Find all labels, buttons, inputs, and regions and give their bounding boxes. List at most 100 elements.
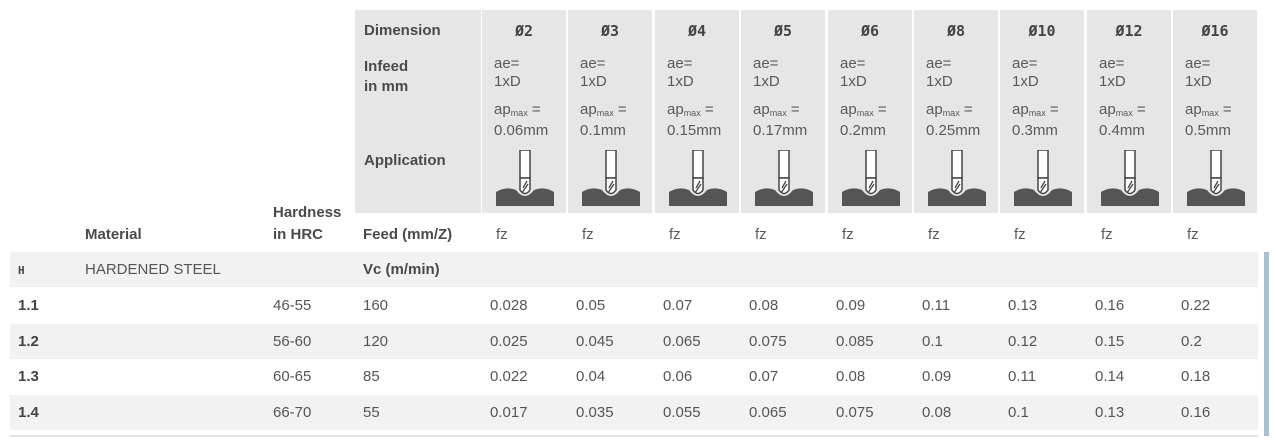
feed-value: 0.04 [576, 368, 606, 385]
ap-max-value: apmax = 0.5mm [1185, 101, 1232, 139]
row-vc: 160 [363, 297, 389, 314]
ap-max-value: apmax = 0.15mm [667, 101, 722, 139]
fz-label: fz [669, 226, 681, 243]
feed-value: 0.11 [1008, 368, 1037, 385]
ae-value: ae= 1xD [494, 55, 521, 90]
feed-value: 0.017 [490, 403, 528, 421]
scrollbar[interactable] [1264, 252, 1269, 436]
dimension-value: Ø6 [860, 22, 880, 40]
dimension-label: Dimension [364, 22, 441, 39]
ap-max-value: apmax = 0.1mm [580, 101, 627, 139]
feed-value: 0.1 [922, 332, 943, 350]
column-header: Ø3 ae= 1xD apmax = 0.1mm [568, 10, 652, 213]
infeed-label-unit: in mm [364, 78, 409, 95]
feed-value: 0.07 [749, 368, 779, 385]
feed-value: 0.15 [1095, 332, 1125, 350]
feed-value: 0.09 [922, 368, 952, 385]
fz-label: fz [496, 226, 508, 243]
fz-label: fz [1187, 226, 1199, 243]
application-label: Application [364, 152, 446, 169]
ae-value: ae= 1xD [1099, 55, 1126, 90]
fz-label: fz [1101, 226, 1113, 243]
header-label-bg [355, 10, 481, 213]
fz-label: fz [755, 226, 767, 243]
row-hardness: 66-70 [273, 403, 312, 421]
ap-max-value: apmax = 0.25mm [926, 101, 981, 139]
feed-value: 0.085 [836, 332, 874, 350]
feed-value: 0.028 [490, 297, 528, 314]
feed-value: 0.13 [1008, 297, 1038, 314]
column-header: Ø6 ae= 1xD apmax = 0.2mm [828, 10, 912, 213]
group-code: H [18, 264, 25, 277]
ae-value: ae= 1xD [926, 55, 953, 90]
table-row: 1.2 56-60 120 0.025 0.045 0.065 0.075 0.085 0.… [10, 323, 1258, 359]
table-bottom-divider [10, 435, 1258, 437]
hardness-header-unit: in HRC [273, 226, 323, 243]
ae-value: ae= 1xD [840, 55, 867, 90]
feed-value: 0.22 [1181, 297, 1211, 314]
ap-max-value: apmax = 0.17mm [753, 101, 808, 139]
feed-value: 0.065 [749, 403, 787, 421]
table-row: 1.4 66-70 55 0.017 0.035 0.055 0.065 0.075 0.0… [10, 394, 1258, 430]
feed-value: 0.07 [663, 297, 693, 314]
ap-max-value: apmax = 0.3mm [1012, 101, 1059, 139]
feed-value: 0.055 [663, 403, 701, 421]
dimension-value: Ø8 [946, 22, 966, 40]
row-vc: 120 [363, 332, 389, 350]
feed-value: 0.18 [1181, 368, 1211, 385]
dimension-value: Ø4 [687, 22, 707, 40]
ae-value: ae= 1xD [1012, 55, 1039, 90]
fz-label: fz [1014, 226, 1026, 243]
feed-value: 0.16 [1095, 297, 1125, 314]
dimension-value: Ø5 [773, 22, 793, 40]
vc-label: Vc (m/min) [363, 261, 440, 278]
feed-value: 0.16 [1181, 403, 1211, 421]
feed-value: 0.11 [922, 297, 951, 314]
feed-value: 0.14 [1095, 368, 1125, 385]
column-header: Ø16 ae= 1xD apmax = 0.5mm [1173, 10, 1257, 213]
feed-value: 0.1 [1008, 403, 1029, 421]
column-header: Ø12 ae= 1xD apmax = 0.4mm [1087, 10, 1171, 213]
table-row: 1.1 46-55 160 0.028 0.05 0.07 0.08 0.09 0.11 0.… [10, 288, 1258, 323]
feed-value: 0.08 [749, 297, 779, 314]
row-id: 1.4 [18, 403, 39, 421]
dimension-value: Ø2 [514, 22, 534, 40]
table-row: 1.3 60-65 85 0.022 0.04 0.06 0.07 0.08 0.09 0.1… [10, 359, 1258, 394]
dimension-value: Ø3 [600, 22, 620, 40]
infeed-label: Infeed [364, 58, 409, 75]
ap-max-value: apmax = 0.2mm [840, 101, 887, 139]
ae-value: ae= 1xD [753, 55, 780, 90]
feed-value: 0.045 [576, 332, 614, 350]
hardness-header: Hardness [273, 204, 342, 221]
column-header: Ø8 ae= 1xD apmax = 0.25mm [914, 10, 998, 213]
row-id: 1.2 [18, 332, 39, 350]
feed-value: 0.08 [836, 368, 866, 385]
dimension-value: Ø12 [1115, 22, 1143, 40]
group-row: H HARDENED STEEL Vc (m/min) [10, 252, 1258, 287]
feed-value: 0.025 [490, 332, 528, 350]
feed-value: 0.09 [836, 297, 866, 314]
feed-value: 0.075 [836, 403, 874, 421]
ap-max-value: apmax = 0.06mm [494, 101, 549, 139]
column-header: Ø5 ae= 1xD apmax = 0.17mm [741, 10, 825, 213]
feed-value: 0.035 [576, 403, 614, 421]
fz-label: fz [842, 226, 854, 243]
ae-value: ae= 1xD [580, 55, 607, 90]
row-vc: 85 [363, 368, 380, 385]
feed-value: 0.06 [663, 368, 693, 385]
material-header: Material [85, 226, 142, 243]
row-hardness: 46-55 [273, 297, 312, 314]
row-id: 1.1 [18, 297, 39, 314]
column-header: Ø10 ae= 1xD apmax = 0.3mm [1000, 10, 1084, 213]
feed-value: 0.13 [1095, 403, 1125, 421]
feed-value: 0.08 [922, 403, 952, 421]
row-id: 1.3 [18, 368, 39, 385]
dimension-value: Ø16 [1201, 22, 1229, 40]
dimension-value: Ø10 [1028, 22, 1056, 40]
feed-value: 0.075 [749, 332, 787, 350]
column-header: Ø4 ae= 1xD apmax = 0.15mm [655, 10, 739, 213]
feed-value: 0.12 [1008, 332, 1038, 350]
row-hardness: 60-65 [273, 368, 312, 385]
feed-value: 0.022 [490, 368, 528, 385]
column-header: Ø2 ae= 1xD apmax = 0.06mm [482, 10, 566, 213]
